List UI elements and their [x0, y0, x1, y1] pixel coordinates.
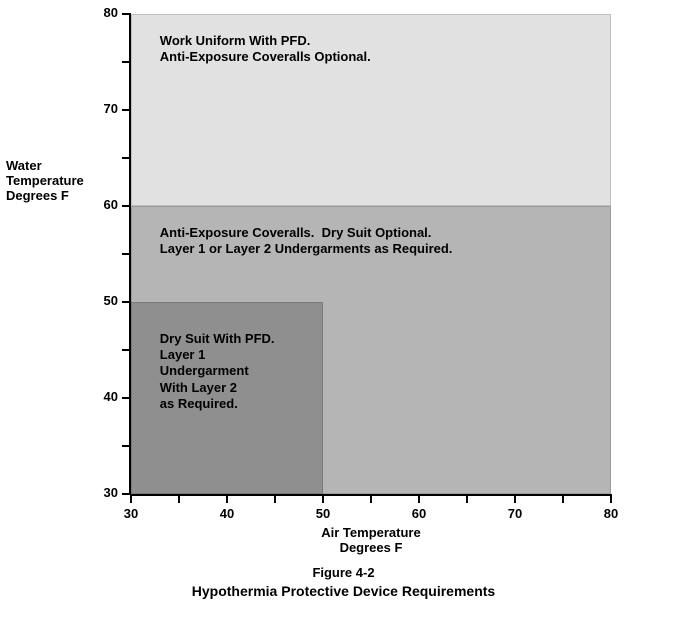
x-tick-minor: [370, 494, 372, 503]
y-tick-minor: [122, 157, 131, 159]
x-tick-minor: [466, 494, 468, 503]
y-tick-minor: [122, 445, 131, 447]
y-tick-minor: [122, 349, 131, 351]
y-tick-major: [122, 13, 131, 15]
zone-bottom-label: Dry Suit With PFD. Layer 1 Undergarment …: [160, 331, 275, 412]
zone-middle-label: Anti-Exposure Coveralls. Dry Suit Option…: [160, 225, 453, 258]
x-tick-label: 60: [404, 506, 434, 521]
x-axis-title: Air Temperature Degrees F: [131, 525, 611, 555]
y-tick-label: 50: [88, 293, 118, 308]
x-tick-major: [514, 494, 516, 503]
y-tick-major: [122, 397, 131, 399]
y-axis-title: Water Temperature Degrees F: [6, 158, 96, 203]
x-tick-major: [322, 494, 324, 503]
figure-caption-line1: Figure 4-2: [0, 565, 687, 580]
y-tick-label: 40: [88, 389, 118, 404]
zone-top-label: Work Uniform With PFD. Anti-Exposure Cov…: [160, 33, 371, 66]
x-tick-label: 80: [596, 506, 626, 521]
x-tick-major: [418, 494, 420, 503]
y-tick-label: 70: [88, 101, 118, 116]
y-tick-major: [122, 205, 131, 207]
y-tick-minor: [122, 61, 131, 63]
x-tick-minor: [178, 494, 180, 503]
x-tick-label: 70: [500, 506, 530, 521]
x-tick-major: [130, 494, 132, 503]
y-tick-major: [122, 493, 131, 495]
y-tick-minor: [122, 253, 131, 255]
page: Work Uniform With PFD. Anti-Exposure Cov…: [0, 0, 687, 638]
x-tick-major: [226, 494, 228, 503]
x-tick-label: 30: [116, 506, 146, 521]
x-tick-major: [610, 494, 612, 503]
x-tick-minor: [562, 494, 564, 503]
x-tick-minor: [274, 494, 276, 503]
y-tick-label: 80: [88, 5, 118, 20]
y-tick-label: 30: [88, 485, 118, 500]
y-tick-major: [122, 109, 131, 111]
x-tick-label: 50: [308, 506, 338, 521]
x-tick-label: 40: [212, 506, 242, 521]
figure-caption-line2: Hypothermia Protective Device Requiremen…: [0, 583, 687, 599]
y-tick-major: [122, 301, 131, 303]
